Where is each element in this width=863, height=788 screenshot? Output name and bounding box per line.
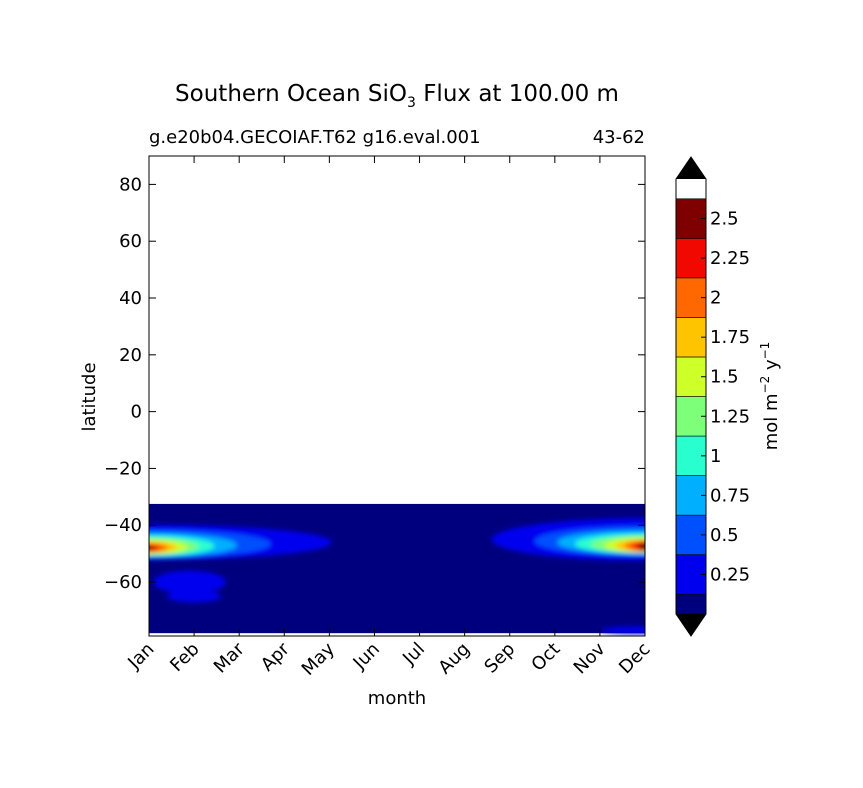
- colorbar: 0.25 0.5 0.75 1 1.25 1.5 1.75 2 2.25 2.5: [675, 156, 750, 637]
- chart-title: Southern Ocean SiO3 Flux at 100.00 m: [175, 81, 619, 111]
- contour-lobe-feb: [167, 589, 222, 603]
- y-axis-label: latitude: [79, 362, 100, 431]
- colorbar-tick-label: 0.25: [710, 564, 750, 585]
- x-tick-label: Oct: [527, 639, 564, 676]
- x-tick-label: Jul: [398, 639, 429, 670]
- y-tick-label: 60: [119, 231, 142, 252]
- subtitle-right: 43-62: [593, 127, 645, 148]
- chart-title-prefix: Southern Ocean SiO: [175, 81, 407, 107]
- x-tick-label: Dec: [615, 639, 654, 678]
- contour-level-dec: [642, 543, 645, 550]
- colorbar-tick-label: 1.25: [710, 406, 750, 427]
- x-axis-label: month: [368, 688, 426, 709]
- colorbar-tick-label: 1.75: [710, 327, 750, 348]
- colorbar-tick-label: 0.75: [710, 485, 750, 506]
- colorbar-label-exp2: −1: [758, 342, 772, 360]
- y-tick-label: 40: [119, 288, 142, 309]
- x-tick-label: Feb: [166, 639, 203, 676]
- colorbar-label: mol m−2 y−1: [758, 342, 782, 451]
- contour-field: [149, 503, 645, 635]
- x-tick-label: Apr: [257, 638, 294, 675]
- contour-level-dec: [638, 542, 645, 551]
- colorbar-extend-bottom: [676, 614, 706, 636]
- colorbar-outline: [675, 156, 707, 637]
- y-tick-label: −20: [104, 458, 142, 479]
- x-tick-label: Sep: [480, 639, 519, 678]
- plot-frame: [148, 155, 646, 637]
- colorbar-segment: [675, 593, 707, 615]
- contour-lobe-dec-south: [599, 626, 645, 635]
- x-tick-label: Mar: [210, 638, 249, 677]
- x-tick-label: May: [298, 638, 339, 679]
- x-tick-label: Jun: [349, 639, 384, 674]
- colorbar-label-exp1: −2: [758, 376, 772, 394]
- y-tick-label: 80: [119, 174, 142, 195]
- y-tick-label: 0: [131, 402, 142, 423]
- y-tick-label: −60: [104, 572, 142, 593]
- colorbar-extend-top: [676, 157, 706, 179]
- colorbar-tick-label: 1.5: [710, 367, 739, 388]
- colorbar-label-base: mol m: [761, 393, 782, 450]
- colorbar-label-mid: y: [761, 359, 782, 376]
- chart-title-suffix: Flux at 100.00 m: [416, 81, 619, 107]
- contour-lobe-feb: [153, 570, 226, 594]
- colorbar-tick-label: 1: [710, 446, 721, 467]
- y-tick-label: 20: [119, 345, 142, 366]
- subtitle-left: g.e20b04.GECOIAF.T62 g16.eval.001: [149, 127, 481, 148]
- chart-title-subscript: 3: [407, 95, 416, 111]
- x-tick-label: Jan: [123, 639, 158, 674]
- y-axis: −60 −40 −20 0 20 40 60 80: [104, 174, 645, 593]
- colorbar-tick-label: 2.25: [710, 248, 750, 269]
- colorbar-tick-label: 0.5: [710, 525, 739, 546]
- colorbar-tick-label: 2.5: [710, 209, 739, 230]
- x-tick-label: Aug: [434, 639, 474, 679]
- y-tick-label: −40: [104, 515, 142, 536]
- x-tick-label: Nov: [570, 638, 610, 678]
- contour-level-jan: [149, 545, 155, 551]
- colorbar-tick-label: 2: [710, 288, 721, 309]
